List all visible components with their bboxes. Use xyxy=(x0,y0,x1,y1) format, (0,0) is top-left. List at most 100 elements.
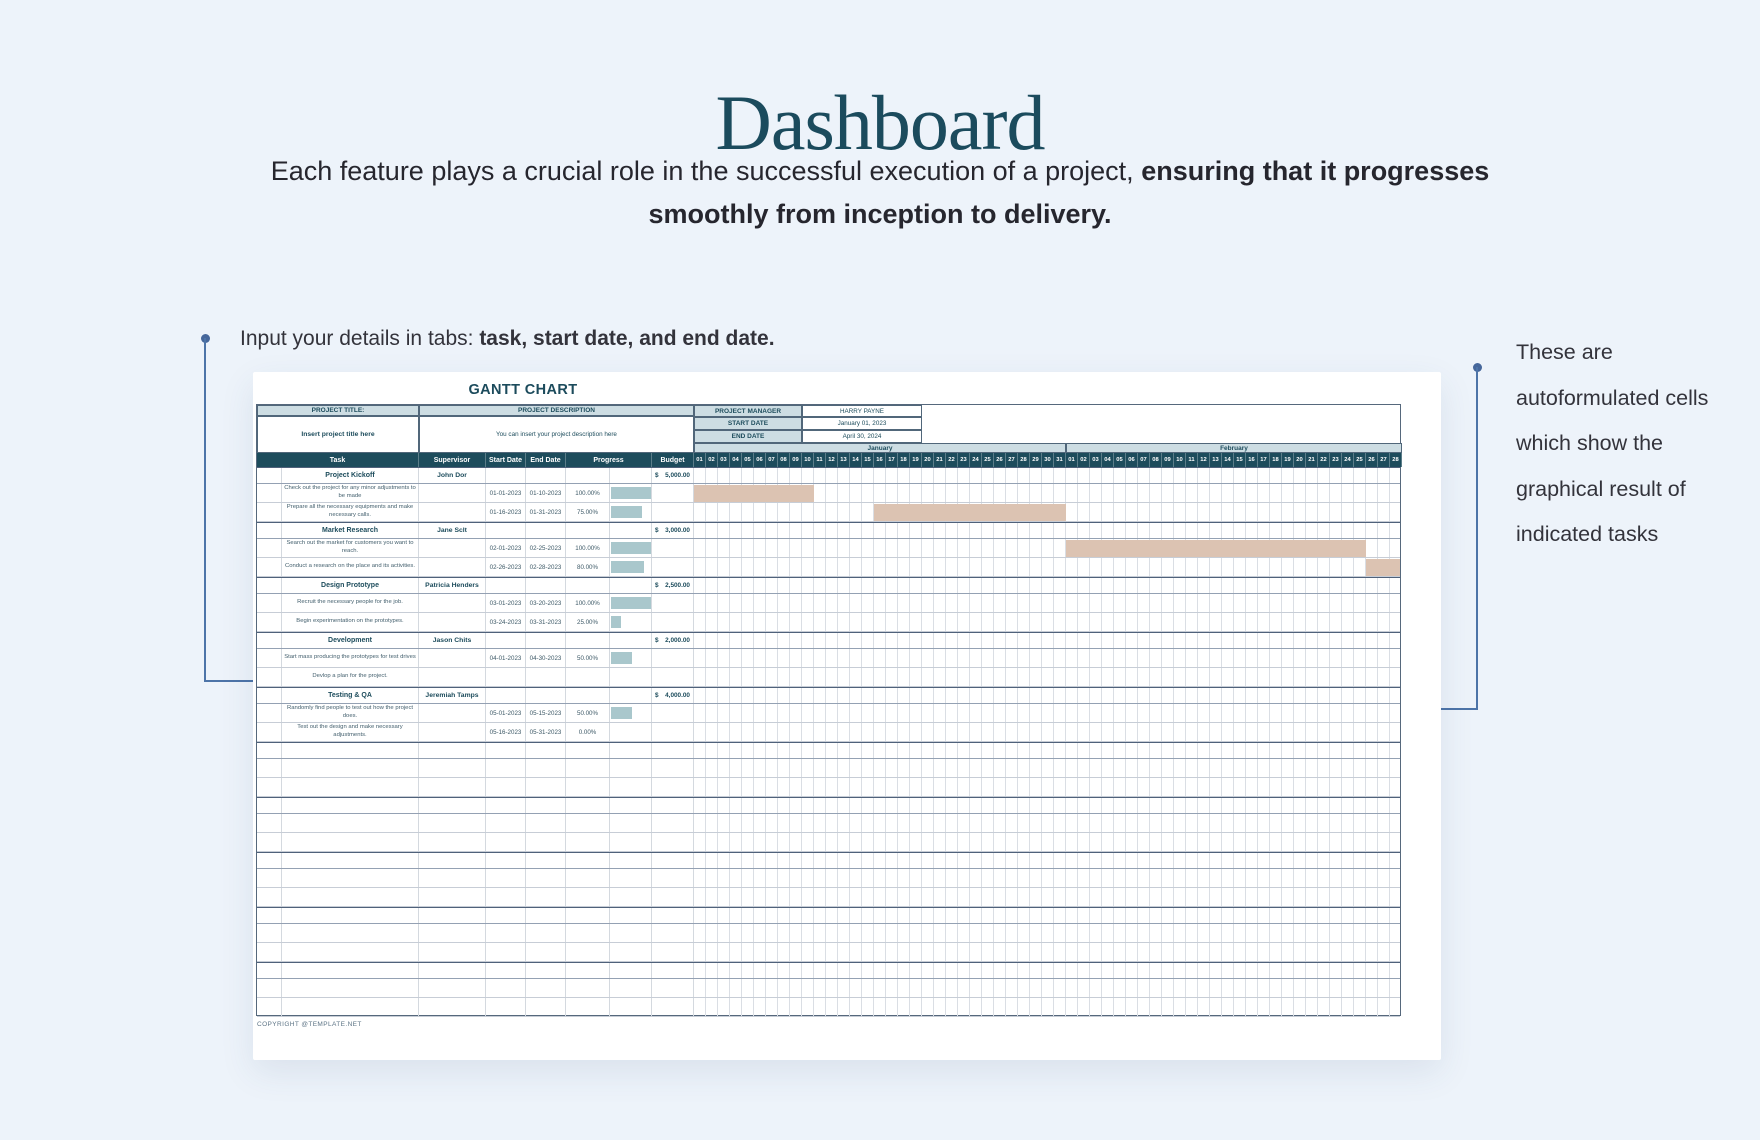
indent-cell xyxy=(257,979,282,997)
supervisor-cell: Patricia Henders xyxy=(419,578,486,593)
start-date-cell xyxy=(486,633,526,648)
budget-cell: $4,000.00 xyxy=(652,688,694,703)
indent-cell xyxy=(257,888,282,906)
budget-cell xyxy=(652,979,694,997)
supervisor-cell: Jeremiah Tamps xyxy=(419,688,486,703)
section-row: Market Research Jane Sclt $3,000.00 xyxy=(257,522,1400,539)
task-cell xyxy=(282,888,419,906)
indent-cell xyxy=(257,558,282,576)
task-row xyxy=(257,778,1400,797)
budget-cell xyxy=(652,888,694,906)
left-annotation-bold: task, start date, and end date. xyxy=(479,327,775,350)
timeline-strip xyxy=(694,558,1400,576)
progress-bar-cell xyxy=(610,888,652,906)
end-date-cell xyxy=(526,778,566,796)
budget-cell xyxy=(652,833,694,851)
budget-amount: 4,000.00 xyxy=(665,692,690,699)
budget-cell xyxy=(652,743,694,758)
end-date-cell: 01-31-2023 xyxy=(526,503,566,521)
task-cell: Test out the design and make necessary a… xyxy=(282,723,419,741)
progress-value-cell: 100.00% xyxy=(566,484,610,502)
start-date-cell: 02-26-2023 xyxy=(486,558,526,576)
budget-cell xyxy=(652,924,694,942)
project-manager-value: HARRY PAYNE xyxy=(802,405,922,417)
subtitle-bold-1: ensuring that it progresses xyxy=(1141,156,1490,186)
progress-bar-cell xyxy=(610,578,652,593)
project-description-label: PROJECT DESCRIPTION xyxy=(419,405,694,416)
task-cell xyxy=(282,759,419,777)
task-cell: Check out the project for any minor adju… xyxy=(282,484,419,502)
supervisor-cell xyxy=(419,759,486,777)
end-date-cell: 04-30-2023 xyxy=(526,649,566,667)
column-header-supervisor: Supervisor xyxy=(419,453,486,467)
day-header-cell: 21 xyxy=(934,453,946,467)
end-date-cell xyxy=(526,979,566,997)
end-date-cell xyxy=(526,633,566,648)
subtitle-regular: Each feature plays a crucial role in the… xyxy=(270,156,1142,186)
gantt-chart-title: GANTT CHART xyxy=(468,382,578,398)
day-header-cell: 22 xyxy=(1318,453,1330,467)
budget-cell xyxy=(652,484,694,502)
progress-bar-cell xyxy=(610,594,652,612)
indent-cell xyxy=(257,943,282,961)
day-header-cell: 28 xyxy=(1018,453,1030,467)
progress-bar-cell xyxy=(610,814,652,832)
timeline-strip xyxy=(694,979,1400,997)
indent-cell xyxy=(257,468,282,483)
progress-value-cell: 75.00% xyxy=(566,503,610,521)
task-cell: Market Research xyxy=(282,523,419,538)
progress-value-cell: 0.00% xyxy=(566,723,610,741)
task-cell: Start mass producing the prototypes for … xyxy=(282,649,419,667)
budget-cell xyxy=(652,963,694,978)
task-row: Conduct a research on the place and its … xyxy=(257,558,1400,577)
budget-cell xyxy=(652,613,694,631)
day-header-cell: 06 xyxy=(754,453,766,467)
indent-cell xyxy=(257,998,282,1016)
budget-cell: $5,000.00 xyxy=(652,468,694,483)
progress-bar-cell xyxy=(610,723,652,741)
start-date-cell xyxy=(486,468,526,483)
timeline-strip xyxy=(694,998,1400,1016)
section-row xyxy=(257,852,1400,869)
budget-cell xyxy=(652,908,694,923)
day-header-row: 01 02 03 04 05 06 07 08 09 10 11 12 13 14 15 16 17 18 19 20… xyxy=(694,453,1402,467)
indent-cell xyxy=(257,869,282,887)
budget-cell xyxy=(652,853,694,868)
start-date-cell xyxy=(486,759,526,777)
end-date-value: April 30, 2024 xyxy=(802,430,922,443)
start-date-cell xyxy=(486,908,526,923)
day-header-cell: 19 xyxy=(910,453,922,467)
indent-cell xyxy=(257,649,282,667)
progress-bar-cell xyxy=(610,539,652,557)
progress-bar-cell xyxy=(610,853,652,868)
budget-amount: 5,000.00 xyxy=(665,472,690,479)
task-cell xyxy=(282,833,419,851)
supervisor-cell xyxy=(419,908,486,923)
task-row xyxy=(257,979,1400,998)
timeline-strip xyxy=(694,613,1400,631)
timeline-strip xyxy=(694,539,1400,557)
right-annotation-text: These are autoformulated cells which sho… xyxy=(1516,340,1709,546)
task-row xyxy=(257,833,1400,852)
project-title-field: Insert project title here xyxy=(257,416,419,453)
start-date-cell: 03-24-2023 xyxy=(486,613,526,631)
start-date-cell xyxy=(486,963,526,978)
progress-value-cell: 25.00% xyxy=(566,613,610,631)
progress-bar-cell xyxy=(610,998,652,1016)
timeline-strip xyxy=(694,908,1400,923)
indent-cell xyxy=(257,723,282,741)
indent-cell xyxy=(257,759,282,777)
month-header-cell: January xyxy=(694,443,1066,453)
gantt-bar xyxy=(1066,539,1366,557)
column-header-row: Task Supervisor Start Date End Date Prog… xyxy=(257,453,694,467)
timeline-strip xyxy=(694,924,1400,942)
start-date-cell xyxy=(486,869,526,887)
gantt-rows: Project Kickoff John Dor $5,000.00 Check ou… xyxy=(257,467,1400,1017)
indent-cell xyxy=(257,778,282,796)
currency-symbol: $ xyxy=(655,582,659,589)
progress-value-cell xyxy=(566,688,610,703)
task-row: Devlop a plan for the project. xyxy=(257,668,1400,687)
timeline-strip xyxy=(694,798,1400,813)
supervisor-cell xyxy=(419,649,486,667)
timeline-strip xyxy=(694,523,1400,538)
